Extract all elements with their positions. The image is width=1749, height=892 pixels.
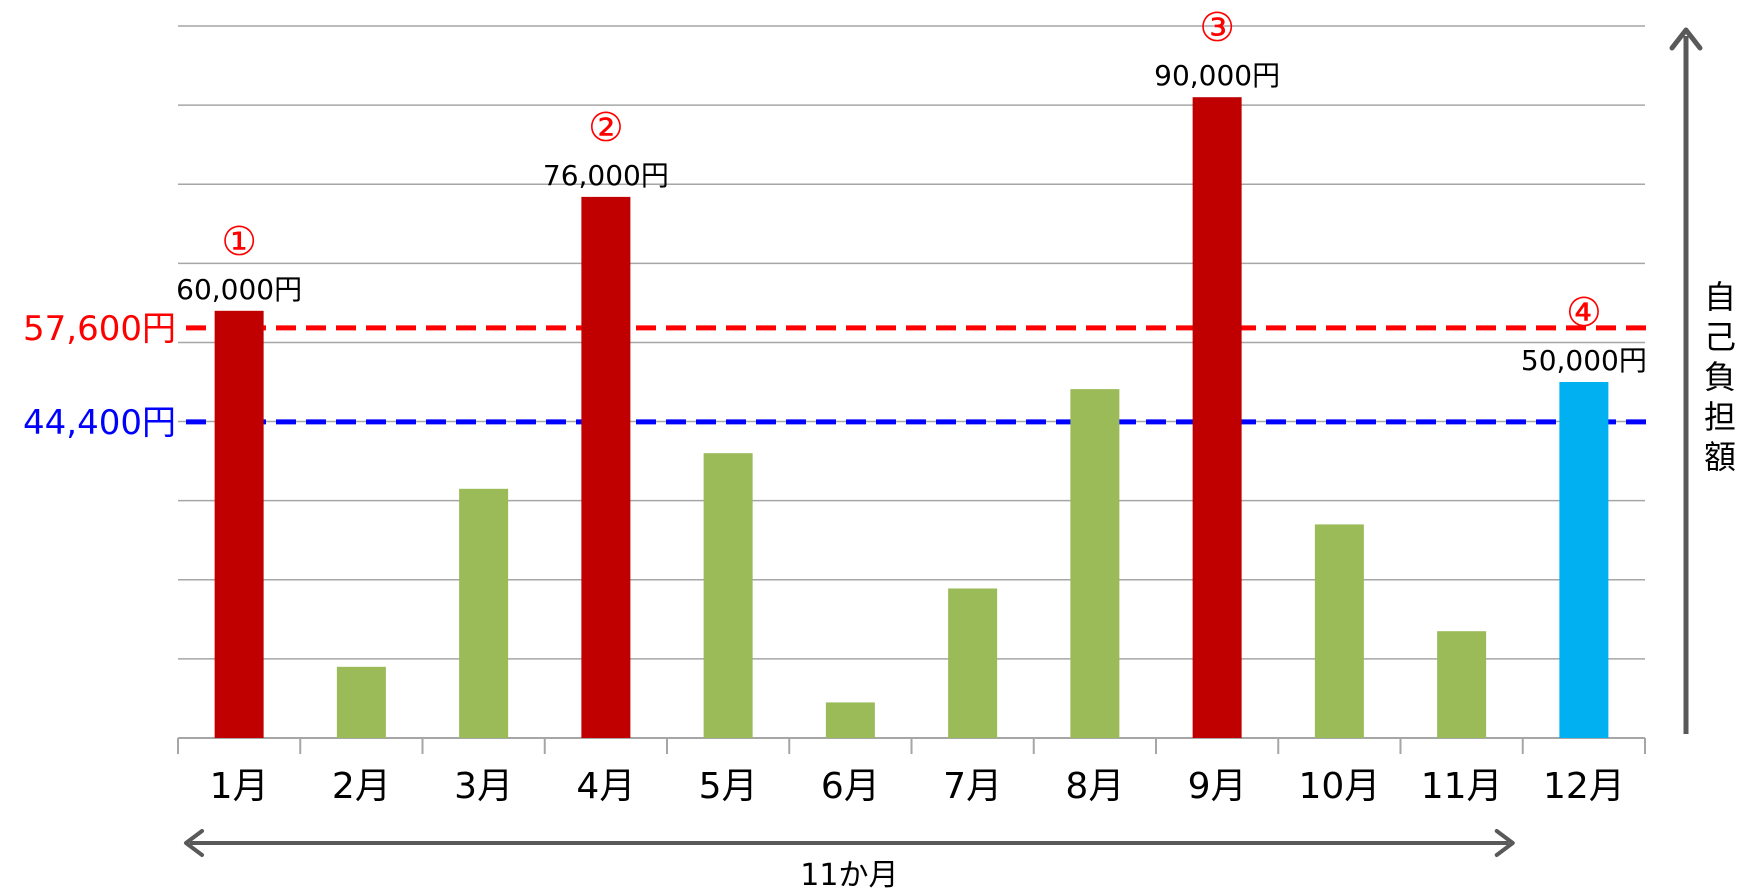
x-tick-label: 3月 <box>454 766 513 807</box>
bar <box>703 453 753 738</box>
marker-label: ④ <box>1566 290 1602 336</box>
x-tick-label: 2月 <box>332 766 391 807</box>
marker-label: ② <box>588 105 624 151</box>
bar <box>1192 97 1242 738</box>
bar <box>459 488 509 738</box>
x-tick-label: 12月 <box>1543 766 1625 807</box>
data-label: 76,000円 <box>543 159 669 192</box>
y-axis-title-char: 己 <box>1704 318 1736 356</box>
x-tick-label: 7月 <box>943 766 1002 807</box>
marker-label: ③ <box>1199 5 1235 51</box>
reference-line-layer <box>186 325 1650 425</box>
x-tick-label: 9月 <box>1188 766 1247 807</box>
bar <box>1314 524 1364 738</box>
bar <box>581 196 631 738</box>
x-tick-label: 1月 <box>210 766 269 807</box>
marker-label: ① <box>221 219 257 265</box>
bar <box>336 666 386 738</box>
bar <box>1070 389 1120 738</box>
reference-line-label: 57,600円 <box>23 309 176 349</box>
y-axis-title-char: 担 <box>1704 398 1736 436</box>
bar-layer <box>214 97 1609 738</box>
y-axis-title-char: 自 <box>1704 278 1736 316</box>
x-tick-label: 6月 <box>821 766 880 807</box>
span-arrow-left-head <box>184 829 204 857</box>
label-layer: 57,600円 44,400円 1月 2月 3月 4月 5月 6月 7月 8月 9月 10月 11月 12… <box>23 5 1736 892</box>
data-label: 60,000円 <box>176 273 302 306</box>
x-tick-label: 4月 <box>576 766 635 807</box>
bar <box>214 310 264 738</box>
bar <box>1559 382 1609 738</box>
data-label: 90,000円 <box>1154 59 1280 92</box>
x-tick-label: 11月 <box>1421 766 1503 807</box>
span-label: 11か月 <box>800 858 898 892</box>
x-tick-label: 10月 <box>1298 766 1380 807</box>
data-label: 50,000円 <box>1521 344 1647 377</box>
x-tick-label: 5月 <box>699 766 758 807</box>
bar <box>948 588 998 738</box>
grid-layer <box>177 25 1703 857</box>
y-axis-arrow-head <box>1669 27 1703 51</box>
y-axis-title-char: 負 <box>1704 358 1736 396</box>
bar <box>825 702 875 738</box>
span-arrow-right-head <box>1494 829 1515 857</box>
y-axis-title-char: 額 <box>1704 438 1736 476</box>
x-tick-label: 8月 <box>1065 766 1124 807</box>
reference-line-label: 44,400円 <box>23 403 176 443</box>
bar <box>1437 631 1487 738</box>
